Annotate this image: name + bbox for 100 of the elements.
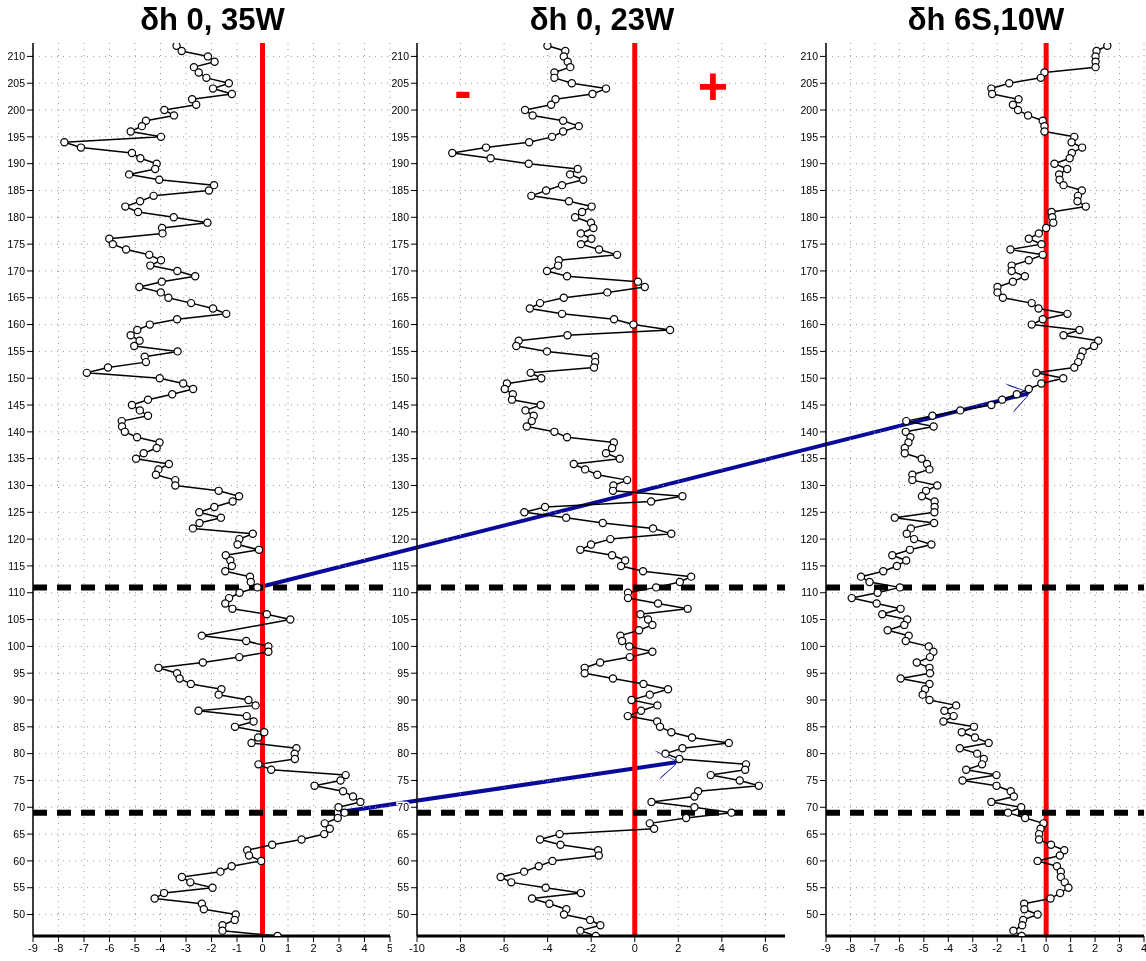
y-tick-label: 65 [13, 827, 26, 840]
y-tick-label: 175 [391, 237, 410, 250]
y-tick-label: 115 [392, 559, 410, 572]
y-tick-label: 195 [391, 130, 410, 143]
y-tick-label: 135 [7, 452, 26, 465]
y-tick-label: 145 [7, 398, 26, 411]
x-tick-label: 0 [631, 941, 638, 954]
y-tick-label: 125 [800, 506, 819, 519]
y-tick-label: 145 [800, 398, 819, 411]
y-tick-label: 165 [391, 291, 410, 304]
x-tick-label: 4 [361, 941, 368, 954]
y-tick-label: 50 [397, 908, 410, 921]
y-tick-label: 130 [391, 479, 410, 492]
y-tick-label: 185 [800, 184, 819, 197]
y-tick-label: 100 [800, 640, 819, 653]
x-tick-label: 6 [762, 941, 769, 954]
x-tick-label: 2 [675, 941, 682, 954]
y-tick-label: 80 [806, 747, 819, 760]
y-tick-label: 125 [391, 506, 410, 519]
y-tick-label: 150 [7, 371, 26, 384]
x-tick-label: 5 [386, 941, 394, 954]
x-tick-label: -4 [542, 941, 553, 954]
annotation: - [453, 60, 473, 120]
y-tick-label: 110 [801, 586, 819, 599]
y-tick-label: 70 [13, 801, 26, 814]
x-tick-label: -2 [586, 941, 597, 954]
y-tick-label: 165 [7, 291, 26, 304]
y-tick-label: 100 [7, 640, 26, 653]
y-tick-label: 205 [800, 76, 819, 89]
x-tick-label: -8 [845, 941, 856, 954]
y-tick-label: 60 [13, 854, 26, 867]
y-tick-label: 160 [7, 318, 26, 331]
x-tick-label: -5 [918, 941, 929, 954]
y-tick-label: 175 [7, 237, 26, 250]
y-tick-label: 200 [391, 103, 410, 116]
x-tick-label: 4 [1140, 941, 1146, 954]
x-tick-label: -9 [28, 941, 38, 954]
x-tick-label: -9 [821, 941, 831, 954]
x-tick-label: 3 [335, 941, 343, 954]
y-tick-label: 70 [397, 801, 410, 814]
x-tick-label: -7 [79, 941, 89, 954]
y-tick-label: 110 [8, 586, 26, 599]
x-tick-label: -6 [894, 941, 905, 954]
x-tick-label: 3 [1116, 941, 1123, 954]
y-tick-label: 50 [13, 908, 26, 921]
y-tick-label: 95 [13, 666, 26, 679]
x-tick-label: -1 [232, 941, 242, 954]
y-tick-label: 190 [391, 157, 410, 170]
y-tick-label: 55 [397, 881, 410, 894]
x-tick-label: 1 [1067, 941, 1074, 954]
x-tick-label: -2 [206, 941, 217, 954]
x-tick-label: 1 [284, 941, 292, 954]
y-tick-label: 180 [391, 211, 410, 224]
y-tick-label: 115 [8, 559, 26, 572]
y-tick-label: 65 [806, 827, 819, 840]
x-tick-label: -4 [155, 941, 166, 954]
y-tick-label: 100 [391, 640, 410, 653]
chart-title: δh 0, 23W [528, 1, 676, 39]
y-tick-label: 110 [392, 586, 410, 599]
y-tick-label: 160 [800, 318, 819, 331]
y-tick-label: 75 [806, 774, 819, 787]
y-tick-label: 210 [391, 50, 410, 63]
x-tick-label: -2 [992, 941, 1003, 954]
x-tick-label: -6 [104, 941, 115, 954]
y-tick-label: 140 [391, 425, 410, 438]
y-tick-label: 70 [806, 801, 819, 814]
x-tick-label: -6 [499, 941, 509, 954]
y-tick-label: 180 [800, 211, 819, 224]
y-tick-label: 190 [7, 157, 26, 170]
y-tick-label: 210 [800, 50, 819, 63]
y-tick-label: 150 [800, 371, 819, 384]
y-tick-label: 135 [800, 452, 819, 465]
x-tick-label: 2 [1092, 941, 1099, 954]
y-tick-label: 155 [391, 345, 410, 358]
y-tick-label: 130 [800, 479, 819, 492]
x-tick-label: -10 [409, 941, 425, 954]
y-tick-label: 160 [391, 318, 410, 331]
y-tick-label: 75 [13, 774, 26, 787]
y-tick-label: 150 [391, 371, 410, 384]
y-tick-label: 120 [800, 532, 819, 545]
y-tick-label: 60 [806, 854, 819, 867]
y-tick-label: 190 [800, 157, 819, 170]
y-tick-label: 85 [806, 720, 819, 733]
x-tick-label: -8 [53, 941, 64, 954]
chart-title: δh 6S,10W [906, 1, 1066, 39]
y-tick-label: 60 [397, 854, 410, 867]
y-tick-label: 200 [7, 103, 26, 116]
x-tick-label: -3 [967, 941, 978, 954]
y-tick-label: 185 [391, 184, 410, 197]
y-tick-label: 90 [13, 693, 26, 706]
y-tick-label: 140 [800, 425, 819, 438]
y-tick-label: 105 [800, 613, 819, 626]
y-tick-label: 105 [7, 613, 26, 626]
x-tick-label: -5 [130, 941, 140, 954]
y-tick-label: 95 [806, 666, 819, 679]
y-tick-label: 120 [7, 532, 26, 545]
annotation: + [696, 56, 730, 116]
x-tick-label: 4 [718, 941, 725, 954]
y-tick-label: 205 [7, 76, 26, 89]
y-tick-label: 125 [7, 506, 26, 519]
